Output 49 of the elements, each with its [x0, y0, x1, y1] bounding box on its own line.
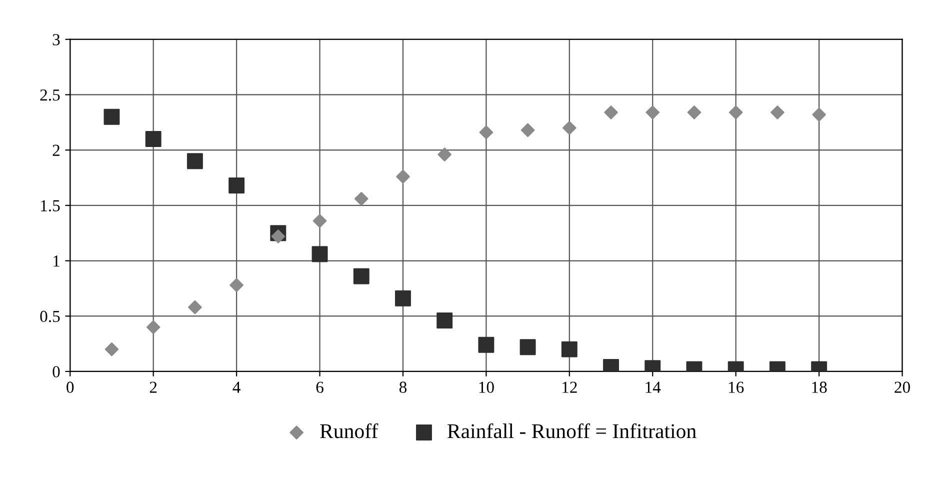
point: [479, 125, 494, 140]
x-tick-label: 6: [316, 382, 324, 393]
point: [353, 268, 370, 284]
point: [436, 312, 453, 329]
y-tick-label: 0: [52, 366, 60, 378]
point: [354, 192, 368, 206]
point: [812, 108, 826, 122]
x-tick-label: 4: [232, 382, 240, 393]
point: [520, 339, 536, 356]
point: [312, 214, 327, 228]
y-tick-label: 1: [54, 256, 60, 267]
legend-label: Runoff: [320, 423, 378, 438]
point: [646, 106, 660, 120]
point: [145, 131, 162, 147]
point: [146, 320, 160, 334]
point: [687, 106, 702, 120]
x-tick-label: 12: [562, 382, 577, 393]
x-tick-label: 10: [479, 382, 494, 393]
point: [271, 230, 286, 244]
point: [396, 170, 410, 184]
y-tick-label: 2.5: [40, 89, 60, 101]
x-tick-label: 14: [646, 382, 661, 393]
x-tick-label: 18: [812, 382, 827, 393]
point: [188, 300, 202, 314]
y-tick-label: 1.5: [41, 200, 60, 212]
x-tick-label: 20: [894, 382, 910, 393]
point: [230, 278, 244, 292]
point: [562, 121, 576, 135]
point: [104, 108, 120, 125]
point: [561, 341, 578, 358]
x-tick-label: 0: [66, 382, 74, 393]
point: [312, 246, 328, 262]
y-tick-label: 3: [52, 34, 60, 46]
point: [604, 106, 618, 120]
point: [478, 336, 494, 353]
point: [104, 342, 119, 356]
point: [186, 153, 203, 170]
point: [520, 123, 535, 138]
y-tick-label: 2: [52, 144, 60, 156]
y-tick-label: 0.5: [40, 310, 60, 322]
x-tick-label: 16: [728, 382, 744, 393]
point: [228, 178, 245, 194]
point: [395, 290, 411, 306]
x-tick-label: 8: [399, 382, 407, 393]
point: [770, 106, 784, 120]
x-tick-label: 2: [150, 382, 157, 393]
point: [438, 148, 452, 162]
legend-label: Rainfall - Runoff = Infitration: [448, 423, 696, 438]
point: [728, 106, 743, 120]
